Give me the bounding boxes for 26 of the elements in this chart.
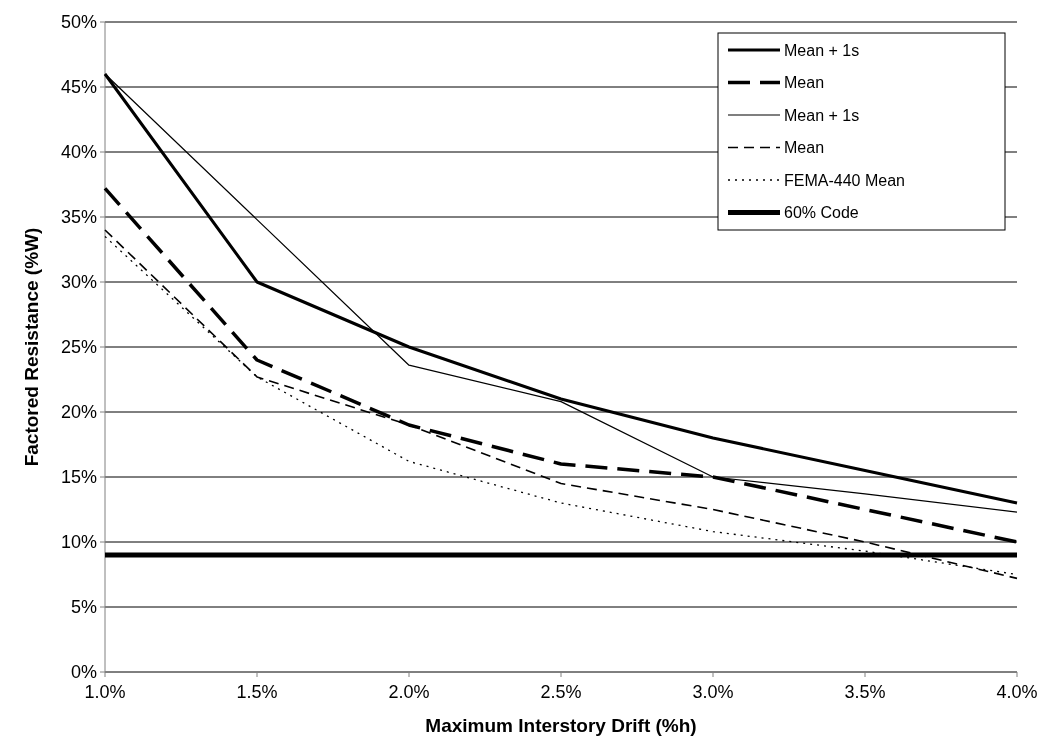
y-tick-label: 45% [60, 77, 97, 98]
x-axis-title: Maximum Interstory Drift (%h) [425, 715, 697, 736]
legend-label: FEMA-440 Mean [784, 171, 905, 189]
x-tick-label: 1.5% [236, 682, 278, 702]
x-tick-label: 2.0% [388, 682, 430, 702]
y-axis-title: Factored Resistance (%W) [21, 227, 42, 467]
x-tick-label: 1.0% [84, 682, 126, 702]
legend-label: 60% Code [784, 204, 859, 222]
x-tick-label: 2.5% [540, 682, 582, 702]
x-tick-label: 3.0% [692, 682, 734, 702]
y-tick-label: 40% [60, 142, 97, 163]
y-tick-label: 20% [60, 402, 97, 423]
y-tick-label: 0% [70, 662, 97, 683]
x-tick-label: 4.0% [996, 682, 1038, 702]
y-tick-label: 35% [60, 207, 97, 228]
legend-label: Mean + 1s [784, 41, 860, 59]
legend-label: Mean + 1s [784, 106, 860, 124]
y-tick-label: 5% [70, 597, 97, 618]
legend-label: Mean [784, 139, 825, 157]
y-tick-label: 25% [60, 337, 97, 358]
y-tick-label: 10% [60, 532, 97, 553]
legend-label: Mean [784, 74, 825, 92]
x-tick-label: 3.5% [844, 682, 886, 702]
y-tick-label: 50% [60, 12, 97, 33]
y-tick-label: 15% [60, 467, 97, 488]
y-tick-label: 30% [60, 272, 97, 293]
